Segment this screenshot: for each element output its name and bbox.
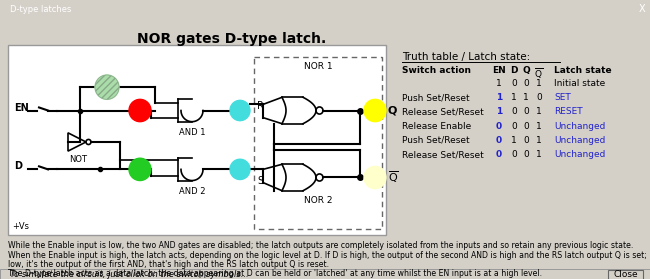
Text: EN: EN	[492, 66, 506, 75]
Text: 1: 1	[536, 136, 542, 145]
Text: low, it's the output of the first AND, that's high and the RS latch output Q is : low, it's the output of the first AND, t…	[8, 260, 329, 269]
Text: Q: Q	[388, 105, 397, 116]
Text: +Vs: +Vs	[12, 222, 29, 231]
Text: Release Set/Reset: Release Set/Reset	[402, 150, 484, 159]
Text: 0: 0	[523, 136, 529, 145]
Text: 1: 1	[536, 150, 542, 159]
Text: Unchanged: Unchanged	[554, 136, 605, 145]
Text: D: D	[14, 161, 22, 171]
Text: NOR 1: NOR 1	[304, 62, 332, 71]
Text: 1: 1	[523, 93, 529, 102]
Bar	[254, 57, 382, 229]
Text: Push Set/Reset: Push Set/Reset	[402, 136, 469, 145]
Text: Release Enable: Release Enable	[402, 122, 471, 131]
Text: 1: 1	[496, 107, 502, 116]
Text: 1: 1	[496, 79, 502, 88]
Text: NOT: NOT	[69, 155, 87, 164]
Text: D: D	[510, 66, 518, 75]
Text: The D-type latch acts as a data latch: the data appearing at D can be held or 'l: The D-type latch acts as a data latch: t…	[8, 269, 542, 278]
Text: Push Set/Reset: Push Set/Reset	[402, 93, 469, 102]
Text: 1: 1	[496, 93, 502, 102]
Text: 0: 0	[523, 107, 529, 116]
Text: R: R	[257, 102, 264, 111]
Circle shape	[364, 166, 386, 189]
Text: 0: 0	[523, 79, 529, 88]
Text: 1: 1	[536, 122, 542, 131]
Text: 1: 1	[536, 79, 542, 88]
Circle shape	[129, 99, 151, 122]
Text: 0: 0	[523, 150, 529, 159]
Text: S: S	[257, 175, 263, 186]
Circle shape	[129, 158, 151, 181]
Text: Unchanged: Unchanged	[554, 150, 605, 159]
Text: Unchanged: Unchanged	[554, 122, 605, 131]
Text: 0: 0	[511, 107, 517, 116]
Text: Latch state: Latch state	[554, 66, 612, 75]
Text: NOR 2: NOR 2	[304, 196, 332, 205]
Text: 1: 1	[511, 136, 517, 145]
Text: 0: 0	[511, 122, 517, 131]
FancyBboxPatch shape	[608, 270, 643, 279]
Text: D-type latches: D-type latches	[10, 4, 71, 14]
Text: 0: 0	[536, 93, 542, 102]
Text: AND 1: AND 1	[179, 128, 205, 137]
Bar	[0, 269, 650, 279]
Text: Q: Q	[522, 66, 530, 75]
Text: 0: 0	[511, 79, 517, 88]
Text: RESET: RESET	[554, 107, 582, 116]
Circle shape	[364, 99, 386, 122]
Text: EN: EN	[14, 104, 29, 114]
Text: 0: 0	[496, 136, 502, 145]
Text: $\overline{\mathrm{Q}}$: $\overline{\mathrm{Q}}$	[534, 66, 543, 81]
Text: AND 2: AND 2	[179, 187, 205, 196]
Text: Initial state: Initial state	[554, 79, 605, 88]
Text: Truth table / Latch state:: Truth table / Latch state:	[402, 52, 530, 62]
Text: 0: 0	[523, 122, 529, 131]
Text: 0: 0	[496, 150, 502, 159]
Circle shape	[230, 100, 250, 121]
Text: SET: SET	[554, 93, 571, 102]
Text: NOR gates D-type latch.: NOR gates D-type latch.	[137, 32, 326, 46]
Text: $\overline{\mathrm{Q}}$: $\overline{\mathrm{Q}}$	[388, 170, 398, 185]
Text: 0: 0	[496, 122, 502, 131]
Circle shape	[230, 159, 250, 179]
Text: Close: Close	[613, 270, 638, 279]
Text: While the Enable input is low, the two AND gates are disabled; the latch outputs: While the Enable input is low, the two A…	[8, 241, 633, 251]
Circle shape	[95, 75, 119, 99]
Bar	[8, 45, 386, 235]
Text: X: X	[639, 4, 645, 14]
Text: Switch action: Switch action	[402, 66, 471, 75]
Text: 1: 1	[536, 107, 542, 116]
Text: 1: 1	[511, 93, 517, 102]
Text: 0: 0	[511, 150, 517, 159]
Text: To simulate the circuit, just click on the switch symbols...: To simulate the circuit, just click on t…	[10, 270, 248, 279]
Text: Release Set/Reset: Release Set/Reset	[402, 107, 484, 116]
Text: When the Enable input is high, the latch acts, depending on the logic level at D: When the Enable input is high, the latch…	[8, 251, 650, 259]
